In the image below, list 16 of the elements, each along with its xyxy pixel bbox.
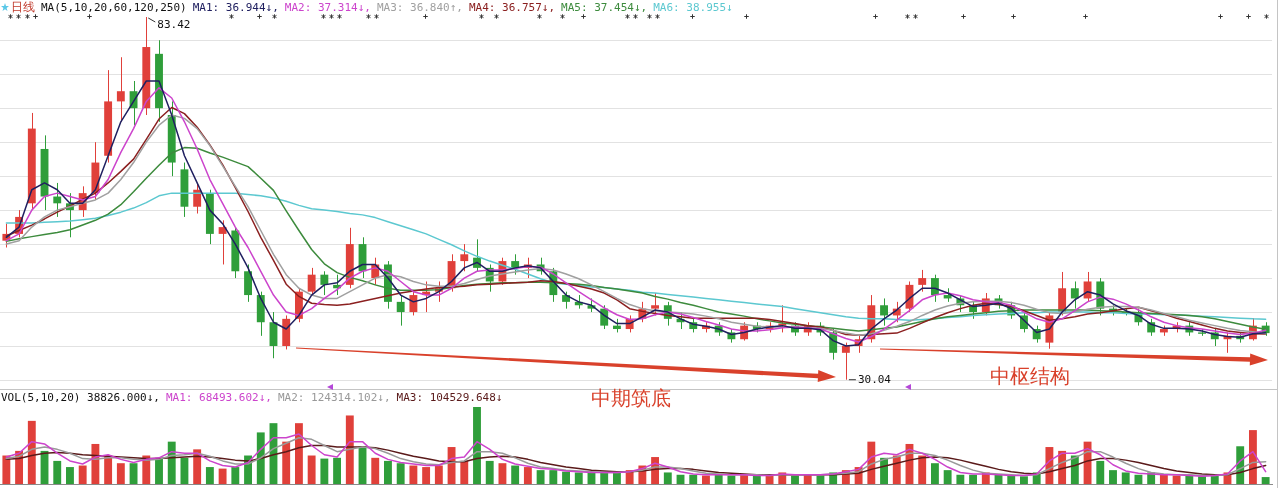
- chart-title: 日线: [11, 0, 35, 14]
- text: MA3: 104529.648↓: [396, 391, 503, 404]
- text: MA5: 37.454↓,: [561, 1, 648, 14]
- text: MA1: 36.944↓,: [192, 1, 279, 14]
- text: MA2: 37.314↓,: [284, 1, 371, 14]
- annotation: 30.04: [857, 372, 892, 386]
- text: MA6: 38.955↓: [653, 1, 733, 14]
- legend-title: MA(5,10,20,60,120,250): [41, 1, 187, 14]
- annotation: 中枢结构: [990, 364, 1070, 388]
- legend-title: VOL(5,10,20) 38826.000↓,: [1, 391, 160, 404]
- text: MA2: 124314.102↓,: [277, 391, 391, 404]
- annotation: 83.42: [157, 17, 191, 31]
- text: MA3: 36.840↑,: [376, 1, 463, 14]
- text: MA1: 68493.602↓,: [165, 391, 272, 404]
- text: MA4: 36.757↓,: [468, 1, 556, 14]
- annotation: 中期筑底: [591, 386, 671, 410]
